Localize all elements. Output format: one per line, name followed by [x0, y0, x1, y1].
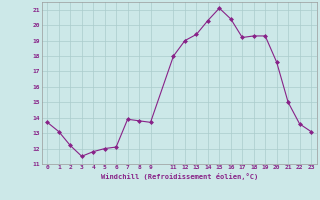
X-axis label: Windchill (Refroidissement éolien,°C): Windchill (Refroidissement éolien,°C): [100, 173, 258, 180]
